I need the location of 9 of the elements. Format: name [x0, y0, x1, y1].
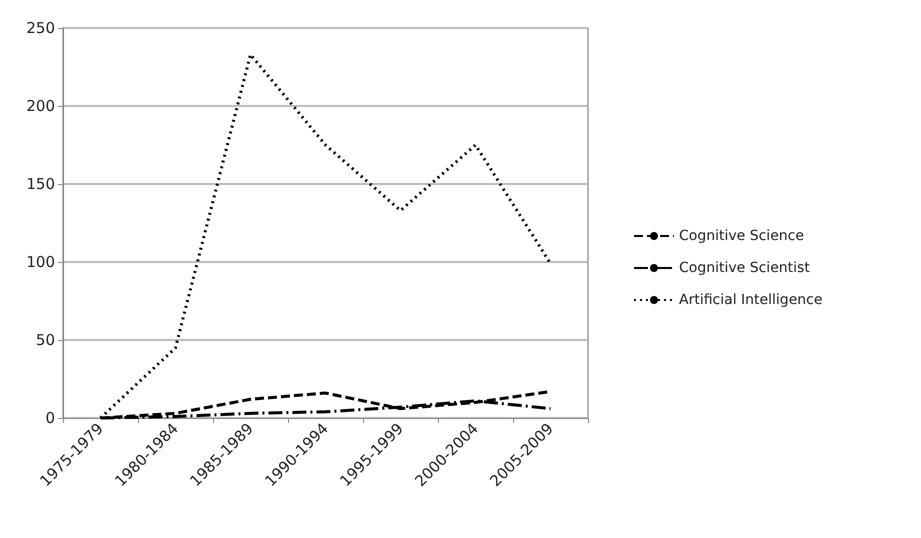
y-tick-label: 100	[26, 253, 55, 271]
legend-label: Artificial Intelligence	[679, 292, 822, 308]
y-tick-label: 250	[26, 19, 55, 37]
legend-label: Cognitive Science	[679, 228, 804, 244]
y-tick-label: 200	[26, 97, 55, 115]
legend-label: Cognitive Scientist	[679, 260, 810, 276]
y-tick-label: 50	[36, 331, 55, 349]
y-tick-label: 150	[26, 175, 55, 193]
y-tick-label: 0	[45, 409, 55, 427]
